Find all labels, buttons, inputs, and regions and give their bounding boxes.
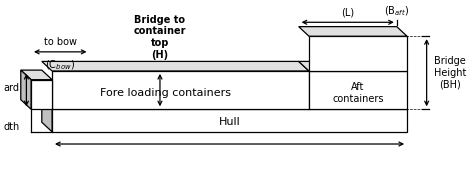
- Polygon shape: [309, 71, 407, 109]
- Text: Fore loading containers: Fore loading containers: [100, 88, 230, 98]
- Polygon shape: [42, 61, 309, 71]
- Text: Aft
containers: Aft containers: [332, 82, 384, 104]
- Polygon shape: [299, 27, 407, 36]
- Text: Hull: Hull: [219, 117, 240, 127]
- Text: (C$_{bow}$): (C$_{bow}$): [45, 59, 75, 72]
- Polygon shape: [299, 61, 407, 71]
- Text: dth: dth: [3, 122, 19, 133]
- Text: ard: ard: [3, 83, 19, 93]
- Text: to bow: to bow: [44, 37, 77, 47]
- Text: (L): (L): [341, 8, 354, 18]
- Polygon shape: [31, 80, 52, 109]
- Text: Bridge
Height
(BH): Bridge Height (BH): [434, 56, 466, 89]
- Polygon shape: [52, 71, 309, 109]
- Polygon shape: [21, 70, 52, 80]
- Polygon shape: [42, 100, 52, 132]
- Polygon shape: [309, 36, 407, 71]
- Polygon shape: [42, 100, 407, 109]
- Polygon shape: [52, 109, 407, 132]
- Text: Bridge to
container
top
(H): Bridge to container top (H): [134, 15, 186, 60]
- Polygon shape: [21, 70, 31, 109]
- Text: (B$_{aft}$): (B$_{aft}$): [384, 4, 409, 18]
